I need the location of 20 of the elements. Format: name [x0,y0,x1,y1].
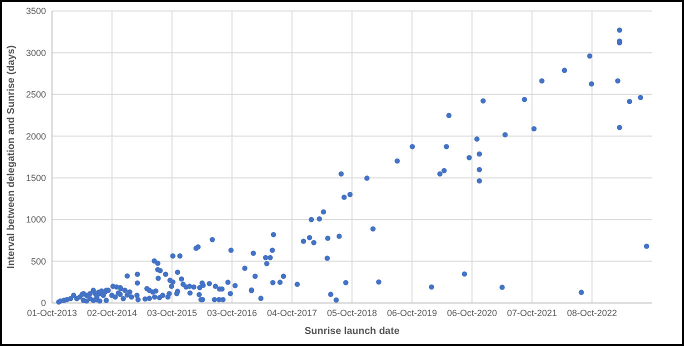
x-tick-label: 06-Oct-2020 [446,308,498,318]
y-axis-title: Interval between delegation and Sunrise (days) [6,45,17,269]
x-tick-label: 01-Oct-2013 [26,308,78,318]
y-tick-label: 0 [40,298,46,308]
x-tick-label: 04-Oct-2017 [266,308,318,318]
x-axis-title: Sunrise launch date [304,326,400,337]
x-tick-label: 03-Oct-2015 [146,308,198,318]
x-tick-label: 03-Oct-2016 [206,308,258,318]
y-tick-label: 2000 [26,131,46,142]
y-tick-label: 2500 [26,90,46,100]
x-tick-label: 07-Oct-2021 [506,308,558,318]
y-tick-label: 3500 [26,6,46,16]
y-tick-label: 3000 [26,48,46,58]
x-tick-label: 08-Oct-2022 [566,308,618,318]
y-tick-label: 1000 [26,214,46,225]
x-tick-label: 05-Oct-2018 [326,308,378,318]
x-tick-label: 06-Oct-2019 [386,308,438,318]
y-tick-label: 500 [30,256,46,266]
x-tick-label: 02-Oct-2014 [86,308,138,318]
y-tick-label: 1500 [26,173,46,184]
